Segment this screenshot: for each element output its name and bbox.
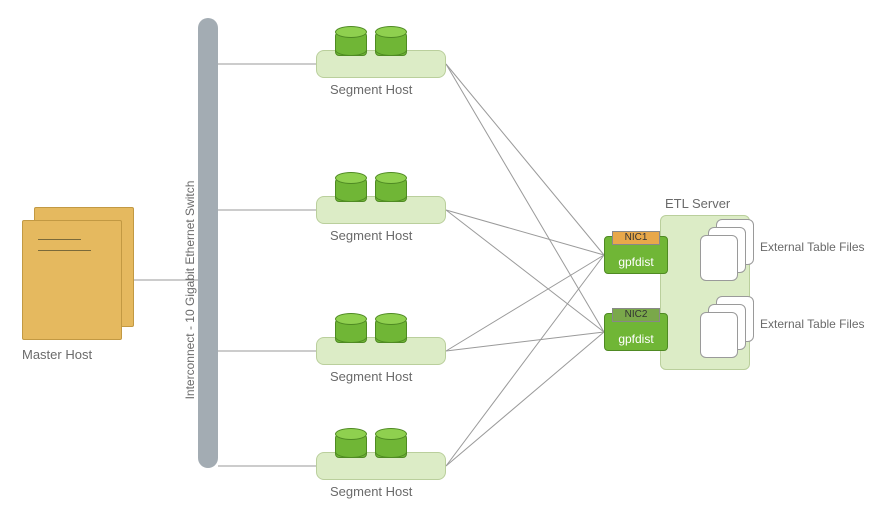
interconnect-bar xyxy=(198,18,218,468)
segment-host-label: Segment Host xyxy=(330,369,412,384)
nic1-badge: NIC1 xyxy=(612,231,660,245)
file-icon xyxy=(700,235,738,281)
database-icon xyxy=(335,172,367,202)
nic2-badge: NIC2 xyxy=(612,308,660,322)
external-files-label: External Table Files xyxy=(760,317,865,331)
segment-host-label: Segment Host xyxy=(330,484,412,499)
file-icon xyxy=(700,312,738,358)
segment-host-label: Segment Host xyxy=(330,228,412,243)
database-icon xyxy=(335,26,367,56)
segment-host-label: Segment Host xyxy=(330,82,412,97)
database-icon xyxy=(335,428,367,458)
database-icon xyxy=(375,26,407,56)
database-icon xyxy=(375,313,407,343)
etl-server-label: ETL Server xyxy=(665,196,730,211)
master-host-doc-front xyxy=(22,220,122,340)
database-icon xyxy=(375,428,407,458)
external-files-label: External Table Files xyxy=(760,240,865,254)
database-icon xyxy=(375,172,407,202)
database-icon xyxy=(335,313,367,343)
interconnect-label: Interconnect - 10 Gigabit Ethernet Switc… xyxy=(183,150,197,430)
master-host-label: Master Host xyxy=(22,347,92,362)
